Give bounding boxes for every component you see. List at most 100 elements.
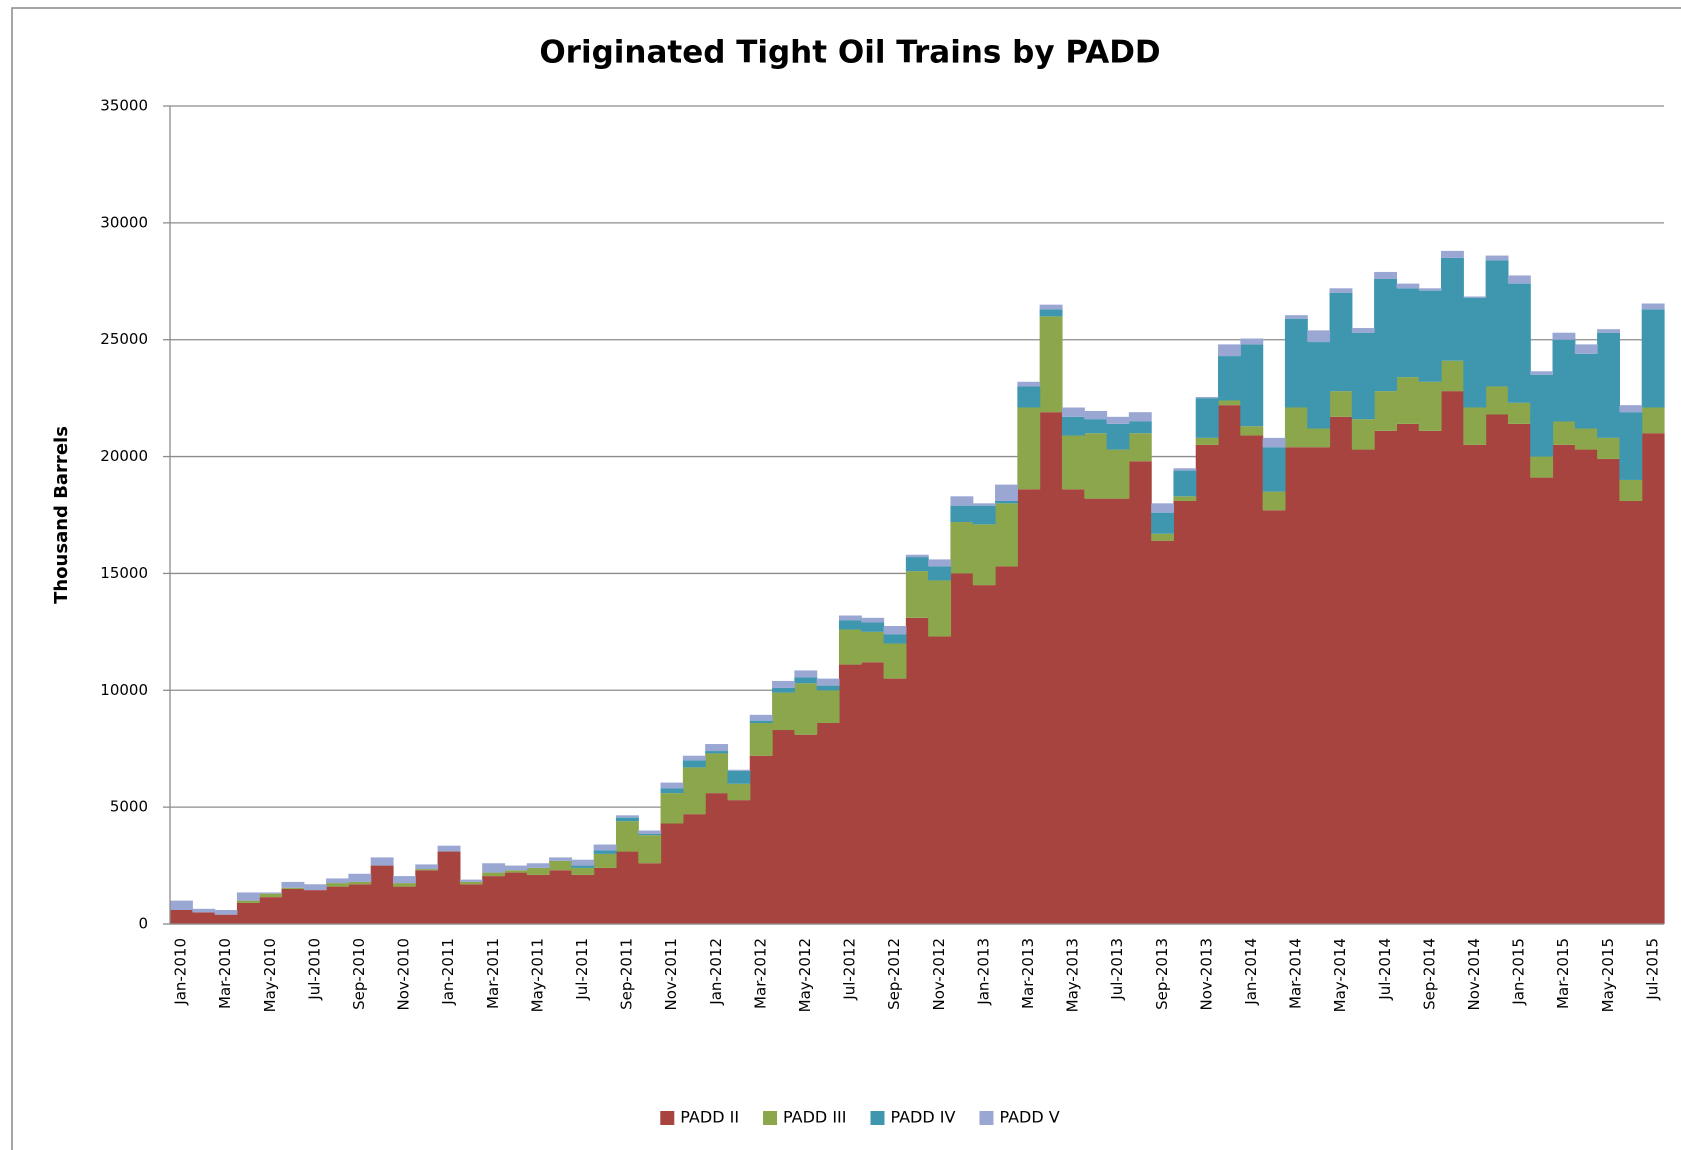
x-tick-label: May-2014: [1331, 938, 1349, 1012]
bar-segment: [259, 897, 283, 924]
bar-segment: [1441, 257, 1464, 361]
bar-segment: [1240, 344, 1264, 427]
bar-segment: [1106, 416, 1130, 424]
bar-segment: [660, 793, 684, 824]
bar-segment: [214, 914, 238, 924]
bar-segment: [1061, 435, 1085, 490]
bar-segment: [615, 821, 639, 852]
bar-segment: [1017, 407, 1041, 490]
bar-segment: [1151, 503, 1175, 513]
bar-segment: [705, 751, 729, 754]
bar-segment: [883, 634, 907, 644]
bar-segment: [1485, 260, 1509, 387]
bar-segment: [236, 902, 260, 924]
x-tick-label: Jan-2012: [707, 938, 725, 1006]
x-tick-label: Jan-2013: [974, 938, 992, 1006]
bar-segment: [1351, 449, 1375, 924]
bar-segment: [1284, 447, 1308, 924]
bar-segment: [816, 690, 840, 724]
legend-swatch: [763, 1111, 778, 1125]
bar-segment: [816, 723, 840, 924]
bar-segment: [1061, 489, 1085, 924]
bar-segment: [1106, 498, 1130, 924]
bar-segment: [1173, 500, 1197, 924]
bar-segment: [1307, 447, 1331, 924]
bar-segment: [950, 573, 974, 924]
x-tick-label: Jan-2015: [1510, 938, 1528, 1006]
bar-segment: [504, 870, 528, 873]
bar-segment: [1530, 456, 1554, 478]
bar-segment: [392, 886, 416, 924]
bar-segment: [1463, 444, 1487, 924]
bar-segment: [437, 851, 461, 924]
bar-segment: [1084, 410, 1108, 420]
bar-segment: [593, 850, 617, 854]
bar-segment: [883, 678, 907, 924]
bar-segment: [1441, 391, 1464, 924]
bar-segment: [571, 874, 595, 924]
bar-segment: [883, 643, 907, 679]
bar-segment: [727, 783, 751, 801]
bar-segment: [995, 484, 1018, 501]
bar-segment: [1084, 498, 1108, 924]
bar-segment: [928, 636, 952, 924]
x-tick-label: Jul-2013: [1108, 938, 1126, 1001]
bar-segment: [236, 900, 260, 903]
bar-segment: [1574, 428, 1598, 450]
bar-segment: [660, 823, 684, 924]
bar-segment: [1151, 533, 1175, 541]
bar-segment: [972, 585, 996, 924]
bar-segment: [1195, 444, 1219, 924]
bar-segment: [482, 876, 506, 924]
legend-swatch: [979, 1111, 994, 1125]
bar-segment: [1128, 421, 1152, 434]
bar-segment: [1552, 339, 1576, 422]
y-tick-label: 35000: [100, 97, 148, 115]
bar-segment: [1218, 356, 1241, 401]
bar-segment: [259, 893, 283, 898]
bar-segment: [682, 814, 706, 924]
bar-segment: [1374, 430, 1398, 924]
bar-segment: [1463, 407, 1487, 445]
bar-segment: [1351, 328, 1375, 333]
bar-segment: [1574, 353, 1598, 429]
x-tick-label: Jul-2014: [1376, 938, 1394, 1001]
bar-segment: [459, 884, 483, 924]
bar-segment: [772, 687, 795, 693]
bar-segment: [170, 909, 193, 924]
bar-segment: [1552, 332, 1576, 340]
y-tick-label: 15000: [100, 564, 148, 582]
bar-segment: [705, 793, 729, 924]
bar-segment: [1195, 437, 1219, 445]
bar-segment: [326, 886, 349, 924]
bar-segment: [1574, 344, 1598, 354]
bar-segment: [303, 890, 327, 924]
x-tick-label: May-2011: [528, 938, 546, 1012]
legend-label: PADD IV: [890, 1108, 955, 1127]
bar-segment: [571, 859, 595, 866]
bar-segment: [571, 867, 595, 875]
chart-frame: [11, 7, 1681, 1150]
bar-segment: [950, 505, 974, 523]
bar-segment: [1507, 402, 1531, 424]
bar-segment: [1418, 381, 1442, 431]
bar-segment: [281, 887, 305, 889]
bar-segment: [459, 881, 483, 885]
bar-segment: [1641, 407, 1665, 434]
bar-segment: [1507, 423, 1531, 924]
bar-segment: [1307, 342, 1331, 429]
bar-segment: [615, 815, 639, 818]
bar-segment: [415, 869, 439, 871]
x-tick-label: Sep-2014: [1420, 938, 1438, 1010]
bar-segment: [749, 755, 773, 924]
bar-segment: [1619, 405, 1643, 413]
bar-segment: [794, 677, 818, 684]
bar-segment: [928, 566, 952, 581]
legend-swatch: [660, 1111, 675, 1125]
bar-segment: [615, 817, 639, 822]
bar-segment: [1597, 458, 1621, 924]
legend-label: PADD III: [783, 1108, 846, 1127]
x-tick-label: Nov-2013: [1197, 938, 1215, 1010]
